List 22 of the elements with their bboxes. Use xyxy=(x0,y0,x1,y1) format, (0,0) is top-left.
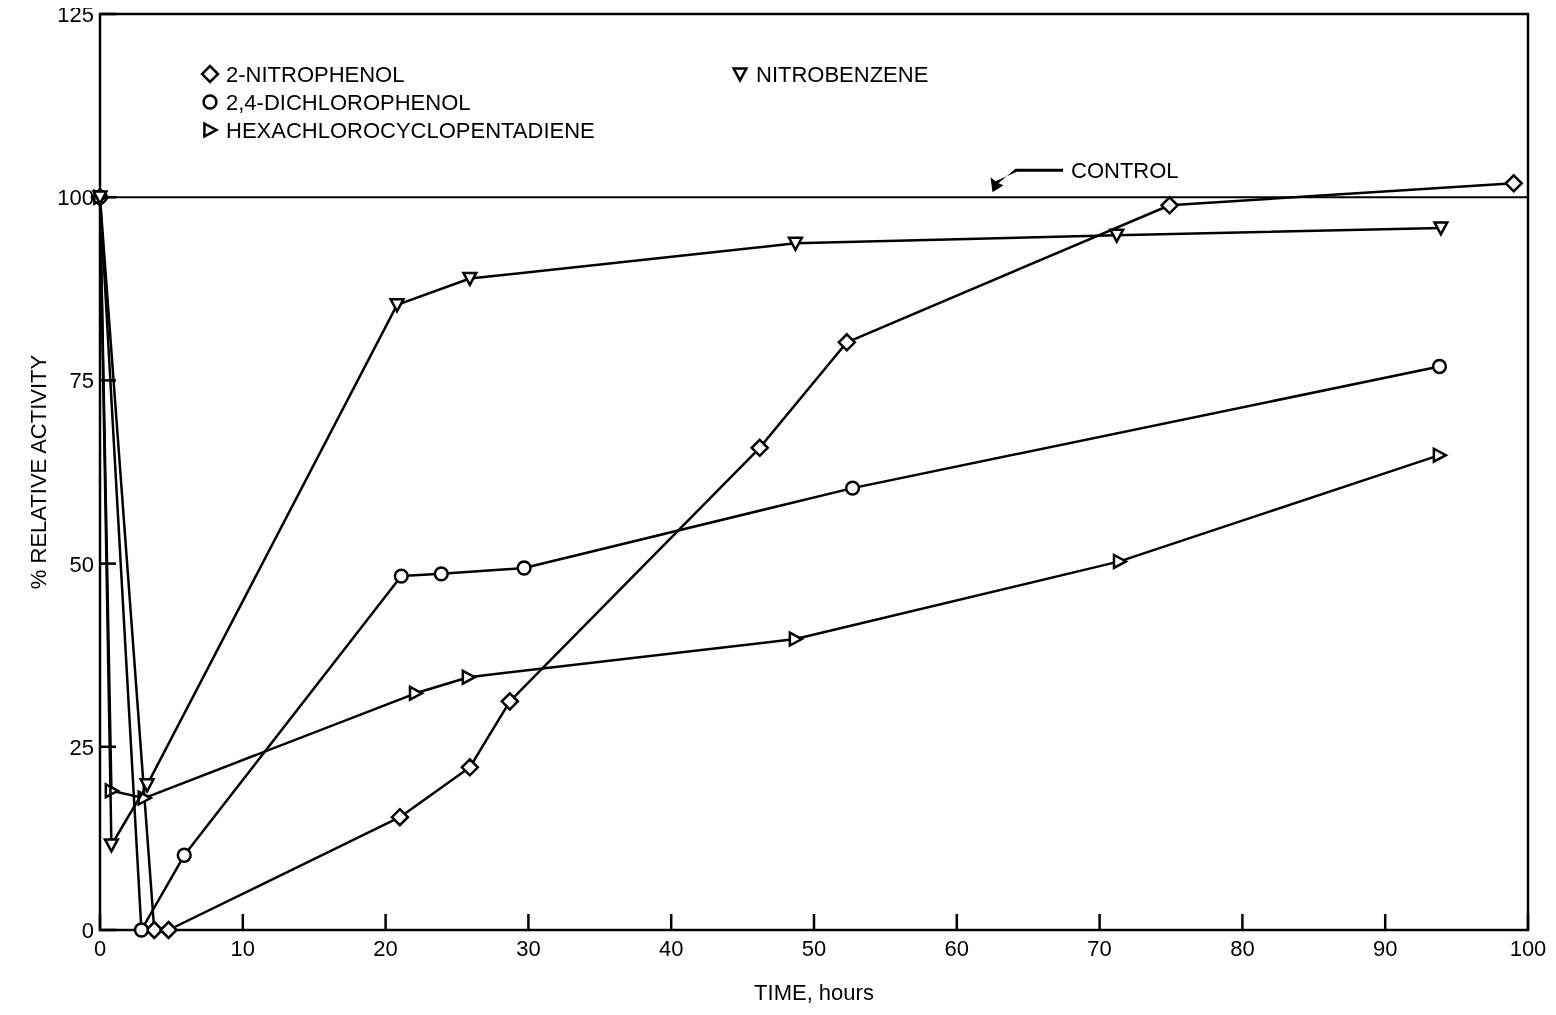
x-tick-label: 30 xyxy=(516,936,541,961)
legend-label: CONTROL xyxy=(1071,158,1179,184)
x-axis-title: TIME, hours xyxy=(754,980,874,1005)
legend-label: NITROBENZENE xyxy=(756,62,929,87)
x-tick-label: 60 xyxy=(944,936,970,961)
x-tick-label: 50 xyxy=(801,936,827,961)
x-tick-label: 70 xyxy=(1087,936,1112,961)
y-tick-label: 75 xyxy=(69,368,94,394)
x-tick-label: 10 xyxy=(230,936,256,961)
legend-label: HEXACHLOROCYCLOPENTADIENE xyxy=(226,118,595,143)
y-tick-label: 50 xyxy=(69,551,94,577)
x-tick-label: 40 xyxy=(658,936,684,961)
legend-label: 2-NITROPHENOL xyxy=(226,62,405,87)
x-tick-label: 20 xyxy=(373,936,398,961)
legend-label: 2,4-DICHLOROPHENOL xyxy=(226,90,471,115)
x-tick-label: 90 xyxy=(1372,936,1398,961)
x-tick-label: 80 xyxy=(1230,936,1255,961)
y-axis-title: % RELATIVE ACTIVITY xyxy=(26,354,51,590)
y-tick-label: 100 xyxy=(57,185,94,211)
y-tick-label: 0 xyxy=(81,918,94,943)
y-tick-label: 25 xyxy=(69,734,94,760)
x-tick-label: 100 xyxy=(1509,936,1547,961)
